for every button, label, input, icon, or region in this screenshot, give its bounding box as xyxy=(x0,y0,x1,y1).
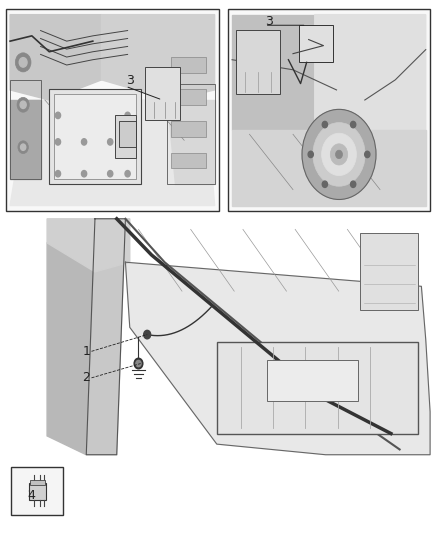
Circle shape xyxy=(308,151,313,158)
Bar xyxy=(145,67,180,120)
Bar xyxy=(171,57,206,73)
Circle shape xyxy=(15,53,31,72)
Bar xyxy=(171,152,206,168)
Bar xyxy=(171,89,206,105)
Polygon shape xyxy=(232,14,315,130)
Circle shape xyxy=(81,171,87,177)
Polygon shape xyxy=(10,14,102,100)
Circle shape xyxy=(350,181,356,188)
Bar xyxy=(167,84,215,184)
Polygon shape xyxy=(86,219,125,455)
Circle shape xyxy=(144,330,151,339)
Circle shape xyxy=(18,141,28,154)
Polygon shape xyxy=(167,100,215,184)
Circle shape xyxy=(125,171,130,177)
Circle shape xyxy=(19,58,27,67)
Circle shape xyxy=(108,139,113,145)
Circle shape xyxy=(55,171,60,177)
Text: 3: 3 xyxy=(126,75,134,87)
Text: 1: 1 xyxy=(82,345,90,358)
Bar xyxy=(217,342,418,433)
Circle shape xyxy=(322,122,328,128)
Polygon shape xyxy=(10,100,41,179)
Bar xyxy=(267,360,358,401)
Polygon shape xyxy=(102,14,215,100)
Bar xyxy=(115,115,136,158)
Bar xyxy=(10,80,41,179)
Text: 2: 2 xyxy=(82,372,90,384)
Circle shape xyxy=(322,181,328,188)
Circle shape xyxy=(20,101,26,109)
Circle shape xyxy=(302,109,376,199)
Circle shape xyxy=(125,112,130,118)
Text: 3: 3 xyxy=(265,14,273,28)
Polygon shape xyxy=(10,100,215,206)
Polygon shape xyxy=(47,219,95,455)
Circle shape xyxy=(365,151,370,158)
Circle shape xyxy=(336,150,343,159)
Bar xyxy=(30,480,45,486)
Bar xyxy=(6,10,219,211)
Circle shape xyxy=(134,358,143,369)
Circle shape xyxy=(136,360,141,367)
Circle shape xyxy=(313,123,365,186)
Circle shape xyxy=(321,133,357,175)
Polygon shape xyxy=(125,262,430,455)
Circle shape xyxy=(81,139,87,145)
Bar xyxy=(119,120,136,147)
Circle shape xyxy=(55,112,60,118)
Bar xyxy=(237,30,280,94)
Bar xyxy=(299,25,333,62)
Circle shape xyxy=(108,171,113,177)
Polygon shape xyxy=(232,130,426,206)
Circle shape xyxy=(17,98,29,112)
Bar xyxy=(171,120,206,136)
Bar xyxy=(228,10,430,211)
Polygon shape xyxy=(47,219,130,272)
Bar xyxy=(49,89,141,184)
Polygon shape xyxy=(315,14,426,206)
Text: 4: 4 xyxy=(27,489,35,502)
Circle shape xyxy=(125,139,130,145)
Bar xyxy=(29,483,46,500)
Circle shape xyxy=(330,144,348,165)
Bar xyxy=(360,233,418,310)
Bar xyxy=(53,94,136,179)
Circle shape xyxy=(21,144,26,150)
Circle shape xyxy=(55,139,60,145)
Circle shape xyxy=(350,122,356,128)
Bar xyxy=(11,467,63,515)
